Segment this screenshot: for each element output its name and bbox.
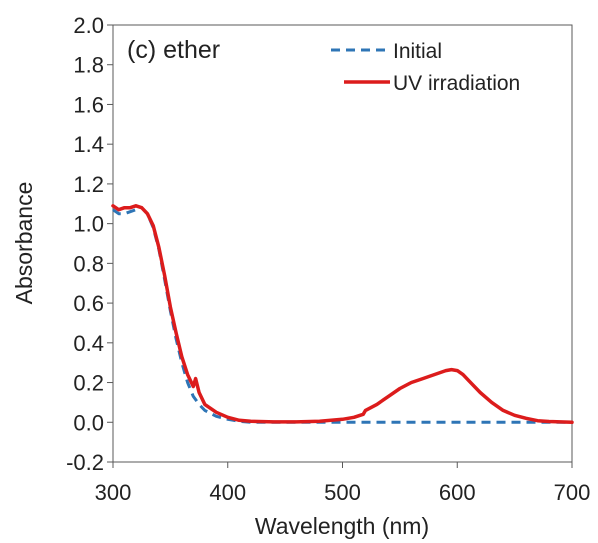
y-tick-label: -0.2 bbox=[66, 450, 104, 475]
x-tick-label: 600 bbox=[439, 480, 476, 505]
y-tick-label: 1.6 bbox=[73, 92, 104, 117]
y-axis-label: Absorbance bbox=[11, 182, 37, 305]
y-tick-label: 2.0 bbox=[73, 13, 104, 38]
y-tick-label: 1.8 bbox=[73, 53, 104, 78]
x-tick-label: 400 bbox=[209, 480, 246, 505]
y-tick-label: 1.2 bbox=[73, 172, 104, 197]
y-tick-label: 1.0 bbox=[73, 212, 104, 237]
x-tick-label: 500 bbox=[324, 480, 361, 505]
series-lines bbox=[111, 204, 574, 425]
x-axis-label: Wavelength (nm) bbox=[255, 513, 429, 539]
y-tick-label: 0.0 bbox=[73, 410, 104, 435]
y-tick-label: 0.4 bbox=[73, 331, 104, 356]
series-line-uv-irradiation bbox=[111, 204, 574, 425]
legend-label-initial: Initial bbox=[393, 40, 442, 63]
y-axis-ticks: -0.2 0.0 0.2 0.4 0.6 0.8 1.0 1.2 1.4 1.6 1.8 2.0 bbox=[66, 13, 113, 475]
x-tick-label: 700 bbox=[554, 480, 591, 505]
y-tick-label: 0.6 bbox=[73, 291, 104, 316]
x-tick-label: 300 bbox=[95, 480, 132, 505]
y-tick-label: 0.8 bbox=[73, 251, 104, 276]
legend-label-uv-irradiation: UV irradiation bbox=[393, 72, 520, 95]
panel-label: (c) ether bbox=[127, 36, 220, 64]
y-tick-label: 1.4 bbox=[73, 132, 104, 157]
series-line-initial bbox=[112, 206, 572, 424]
y-tick-label: 0.2 bbox=[73, 371, 104, 396]
legend: Initial UV irradiation bbox=[331, 40, 520, 95]
x-axis-ticks: 300 400 500 600 700 bbox=[95, 462, 591, 505]
